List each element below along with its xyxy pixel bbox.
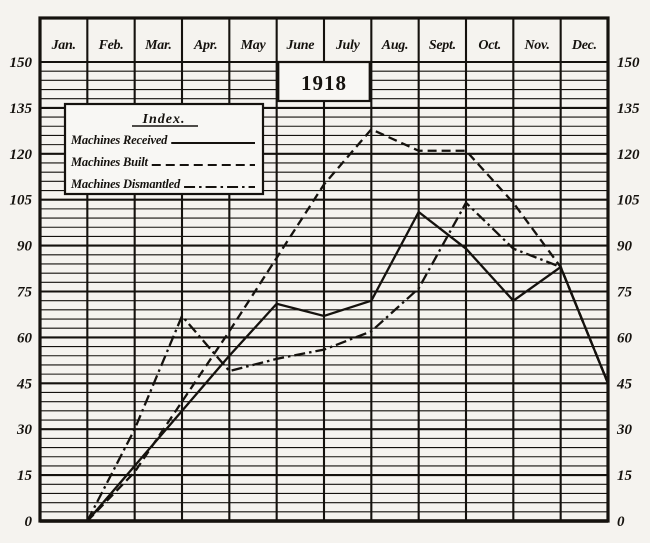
month-label-june: June xyxy=(286,38,315,53)
month-label-dec: Dec. xyxy=(571,38,597,53)
left-tick-105: 105 xyxy=(10,193,33,209)
data-series-group xyxy=(86,127,610,522)
left-tick-90: 90 xyxy=(17,239,33,255)
legend-box: Index. Machines Received Machines Built Mac… xyxy=(63,102,265,196)
left-tick-60: 60 xyxy=(17,330,33,346)
year-title-box: 1918 xyxy=(277,60,371,103)
right-tick-90: 90 xyxy=(617,239,633,255)
left-tick-120: 120 xyxy=(10,147,33,163)
right-tick-0: 0 xyxy=(617,514,625,530)
month-header-row: Jan. Feb. Mar. Apr. May June July Aug. Sept. Oct.… xyxy=(40,16,608,53)
month-label-jan: Jan. xyxy=(51,38,76,53)
year-title: 1918 xyxy=(301,71,347,95)
series-line-machines-received xyxy=(86,210,610,522)
left-tick-75: 75 xyxy=(17,285,33,301)
month-label-aug: Aug. xyxy=(381,38,408,53)
month-label-july: July xyxy=(335,38,361,53)
right-tick-150: 150 xyxy=(617,55,640,71)
left-tick-150: 150 xyxy=(10,55,33,71)
month-label-may: May xyxy=(240,38,267,53)
left-tick-45: 45 xyxy=(16,376,33,392)
plot-frame xyxy=(38,16,610,523)
title-box-frame xyxy=(277,60,371,103)
month-label-apr: Apr. xyxy=(193,38,217,53)
month-label-nov: Nov. xyxy=(523,38,549,53)
series-line-machines-built xyxy=(86,127,610,522)
month-label-sept: Sept. xyxy=(429,38,456,53)
left-tick-15: 15 xyxy=(17,468,33,484)
right-tick-105: 105 xyxy=(617,193,640,209)
right-tick-45: 45 xyxy=(616,376,633,392)
legend-frame xyxy=(63,102,265,196)
right-tick-30: 30 xyxy=(616,422,633,438)
legend-item-label-0: Machines Received xyxy=(70,133,168,147)
left-tick-135: 135 xyxy=(10,101,33,117)
left-tick-0: 0 xyxy=(25,514,33,530)
legend-heading: Index. xyxy=(142,112,186,127)
legend-item-label-2: Machines Dismantled xyxy=(70,177,181,191)
legend-item-label-1: Machines Built xyxy=(70,155,148,169)
month-label-feb: Feb. xyxy=(98,38,124,53)
month-label-mar: Mar. xyxy=(144,38,171,53)
series-line-machines-dismantled xyxy=(86,200,610,522)
right-tick-60: 60 xyxy=(617,330,633,346)
right-tick-75: 75 xyxy=(617,285,633,301)
right-tick-15: 15 xyxy=(617,468,633,484)
right-tick-120: 120 xyxy=(617,147,640,163)
left-tick-30: 30 xyxy=(16,422,33,438)
month-label-oct: Oct. xyxy=(478,38,501,53)
right-tick-135: 135 xyxy=(617,101,640,117)
